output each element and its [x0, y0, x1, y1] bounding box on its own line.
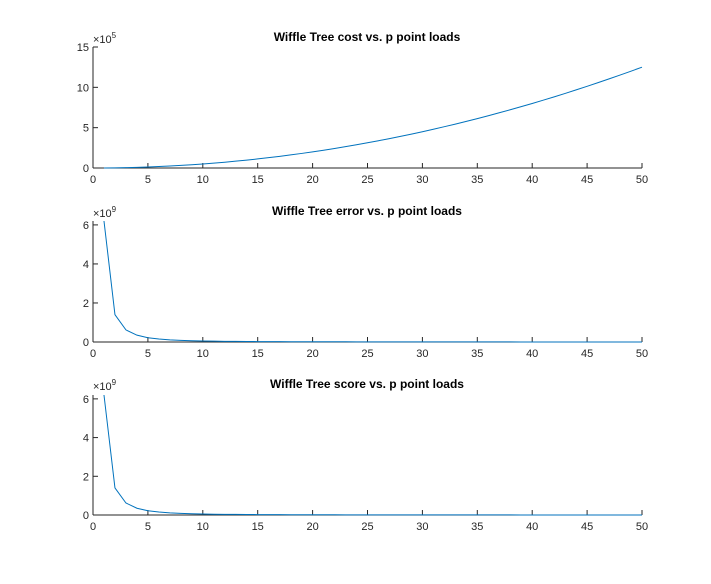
- y-exponent-power: 9: [112, 205, 117, 214]
- y-tick-label: 0: [83, 337, 89, 349]
- x-tick-label: 20: [306, 521, 318, 533]
- chart-title: Wiffle Tree cost vs. p point loads: [274, 30, 461, 44]
- x-tick-label: 10: [197, 521, 209, 533]
- x-tick-label: 45: [581, 521, 593, 533]
- x-tick-label: 20: [306, 174, 318, 186]
- x-tick-label: 40: [526, 174, 538, 186]
- x-tick-label: 40: [526, 348, 538, 360]
- x-tick-label: 50: [636, 521, 648, 533]
- x-tick-label: 0: [90, 174, 96, 186]
- series-line: [103, 66, 643, 169]
- x-tick-label: 15: [252, 521, 264, 533]
- x-tick-label: 0: [90, 348, 96, 360]
- y-tick-label: 2: [83, 471, 89, 483]
- x-tick-label: 25: [361, 174, 373, 186]
- x-tick-label: 45: [581, 348, 593, 360]
- y-tick-label: 4: [83, 433, 89, 445]
- x-tick-label: 10: [197, 348, 209, 360]
- y-tick-label: 15: [77, 42, 89, 54]
- x-tick-label: 0: [90, 521, 96, 533]
- x-tick-label: 35: [471, 521, 483, 533]
- x-tick-label: 15: [252, 348, 264, 360]
- y-exponent-label: ×109: [93, 378, 117, 393]
- y-exponent-base: ×10: [93, 208, 112, 220]
- y-tick-label: 6: [83, 394, 89, 406]
- x-tick-label: 30: [416, 174, 428, 186]
- y-tick-label: 0: [83, 163, 89, 175]
- x-tick-label: 50: [636, 174, 648, 186]
- y-tick-label: 5: [83, 123, 89, 135]
- y-exponent-power: 5: [112, 31, 117, 40]
- x-tick-label: 5: [145, 174, 151, 186]
- y-exponent-label: ×109: [93, 205, 117, 220]
- y-tick-label: 0: [83, 510, 89, 522]
- series-line: [103, 220, 642, 343]
- y-exponent-base: ×10: [93, 34, 112, 46]
- x-tick-label: 30: [416, 348, 428, 360]
- x-tick-label: 45: [581, 174, 593, 186]
- subplot-cost: Wiffle Tree cost vs. p point loads ×105 …: [77, 30, 648, 186]
- y-exponent-power: 9: [112, 378, 117, 387]
- y-tick-label: 2: [83, 298, 89, 310]
- x-tick-label: 5: [145, 521, 151, 533]
- x-tick-label: 50: [636, 348, 648, 360]
- x-tick-label: 30: [416, 521, 428, 533]
- y-tick-label: 6: [83, 220, 89, 232]
- x-tick-label: 15: [252, 174, 264, 186]
- y-exponent-label: ×105: [93, 31, 117, 46]
- x-tick-label: 35: [471, 348, 483, 360]
- x-tick-label: 20: [306, 348, 318, 360]
- x-tick-label: 35: [471, 174, 483, 186]
- y-tick-label: 10: [77, 82, 89, 94]
- subplot-error: Wiffle Tree error vs. p point loads ×109…: [83, 204, 648, 360]
- x-tick-label: 25: [361, 521, 373, 533]
- x-tick-label: 10: [197, 174, 209, 186]
- x-tick-label: 40: [526, 521, 538, 533]
- chart-title: Wiffle Tree score vs. p point loads: [270, 377, 464, 391]
- x-tick-label: 25: [361, 348, 373, 360]
- chart-title: Wiffle Tree error vs. p point loads: [272, 204, 462, 218]
- y-tick-label: 4: [83, 259, 89, 271]
- subplot-score: Wiffle Tree score vs. p point loads ×109…: [83, 377, 648, 533]
- y-exponent-base: ×10: [93, 381, 112, 393]
- x-tick-label: 5: [145, 348, 151, 360]
- series-line: [103, 394, 642, 516]
